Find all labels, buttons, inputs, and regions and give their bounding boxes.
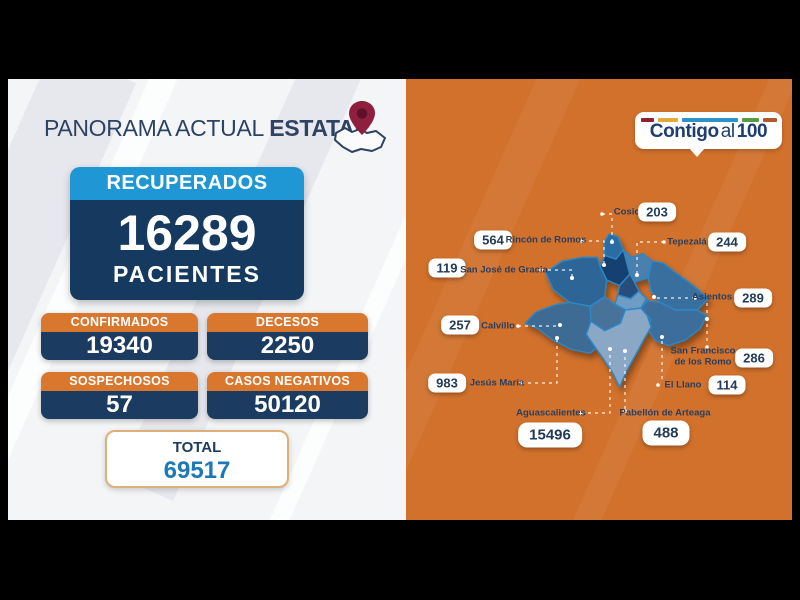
- hand-location-pin-icon: [334, 101, 386, 153]
- total-value: 69517: [163, 457, 231, 484]
- logo-word-al: al: [720, 121, 735, 142]
- municipality-value-asientos: 289: [734, 288, 772, 308]
- region-jesus-maria: [589, 296, 626, 332]
- infographic: PANORAMA ACTUAL ESTATAL RECUPERADOS 1628…: [8, 79, 792, 520]
- municipality-label-tepezala: Tepezalá: [667, 236, 707, 248]
- stat-label: CONFIRMADOS: [41, 313, 198, 332]
- connector-aguascalientes: [581, 351, 611, 414]
- region-san-francisco-de-los-romo: [614, 290, 648, 311]
- stat-value: 57: [41, 391, 198, 419]
- municipality-value-cosio: 203: [638, 202, 676, 222]
- municipality-value-el-llano: 114: [708, 375, 746, 395]
- municipality-value-san-jose: 119: [428, 258, 466, 278]
- stat-value: 2250: [207, 332, 368, 360]
- municipality-label-rincon: Rincón de Romos: [505, 234, 587, 246]
- recovered-unit: PACIENTES: [113, 261, 261, 287]
- municipality-label-cosio: Cosio: [613, 206, 641, 218]
- state-summary-panel: PANORAMA ACTUAL ESTATAL RECUPERADOS 1628…: [8, 79, 406, 520]
- connector-tepezala: [636, 241, 664, 273]
- recovered-card-header: RECUPERADOS: [70, 167, 304, 200]
- municipal-map-panel: Contigo al 100: [406, 79, 792, 520]
- logo-text: Contigo al 100: [635, 121, 782, 143]
- stat-card-casos-negativos: CASOS NEGATIVOS 50120: [207, 372, 368, 419]
- municipality-value-rincon: 564: [474, 230, 512, 250]
- municipality-value-calvillo: 257: [441, 315, 479, 335]
- region-calvillo: [524, 301, 606, 354]
- stat-value: 19340: [41, 332, 198, 360]
- municipality-value-pabellon: 488: [642, 420, 690, 446]
- stat-card-confirmados: CONFIRMADOS 19340: [41, 313, 198, 360]
- location-pin-hole: [356, 108, 368, 119]
- municipality-value-tepezala: 244: [708, 232, 746, 252]
- recovered-value: 16289: [117, 205, 257, 261]
- region-pabellon-de-arteaga: [617, 273, 640, 300]
- page-title-regular: PANORAMA ACTUAL: [44, 115, 270, 141]
- municipality-value-san-francisco: 286: [735, 348, 773, 368]
- total-card: TOTAL 69517: [105, 430, 289, 488]
- municipality-label-asientos: Asientos: [691, 291, 733, 303]
- stat-card-decesos: DECESOS 2250: [207, 313, 368, 360]
- total-label: TOTAL: [172, 439, 222, 456]
- region-cosio: [603, 233, 625, 260]
- stat-label: SOSPECHOSOS: [41, 372, 198, 391]
- page-title: PANORAMA ACTUAL ESTATAL: [44, 115, 368, 142]
- logo-dashes: [635, 118, 782, 122]
- hand-shape: [334, 127, 386, 153]
- recovered-card: RECUPERADOS 16289 PACIENTES: [70, 167, 304, 300]
- region-san-jose-de-gracia: [544, 256, 608, 307]
- municipality-label-aguascalientes: Aguascalientes: [516, 407, 586, 419]
- municipality-label-el-llano: El Llano: [664, 379, 702, 391]
- municipality-value-aguascalientes: 15496: [518, 422, 582, 448]
- background-streak: [406, 79, 617, 520]
- logo-word-contigo: Contigo: [649, 121, 719, 142]
- contigo-al-100-logo: Contigo al 100: [635, 112, 782, 157]
- connector-jesus-maria: [521, 340, 558, 384]
- connector-cosio: [602, 213, 613, 240]
- municipality-value-jesus-maria: 983: [428, 373, 466, 393]
- region-rincon-de-romos: [599, 249, 633, 287]
- stat-label: CASOS NEGATIVOS: [207, 372, 368, 391]
- municipality-label-pabellon: Pabellón de Arteaga: [619, 407, 711, 419]
- municipality-label-jesus-maria: Jesús María: [469, 377, 525, 389]
- stat-value: 50120: [207, 391, 368, 419]
- stat-label: DECESOS: [207, 313, 368, 332]
- region-tepezala: [622, 249, 653, 283]
- logo-word-100: 100: [736, 121, 768, 142]
- logo-tail: [689, 148, 705, 157]
- recovered-card-body: 16289 PACIENTES: [70, 200, 304, 300]
- municipality-label-san-francisco: San Francisco de los Romo: [670, 345, 736, 368]
- stat-card-sospechosos: SOSPECHOSOS 57: [41, 372, 198, 419]
- municipality-label-san-jose: San José de Gracia: [460, 264, 548, 276]
- municipality-label-calvillo: Calvillo: [481, 320, 515, 332]
